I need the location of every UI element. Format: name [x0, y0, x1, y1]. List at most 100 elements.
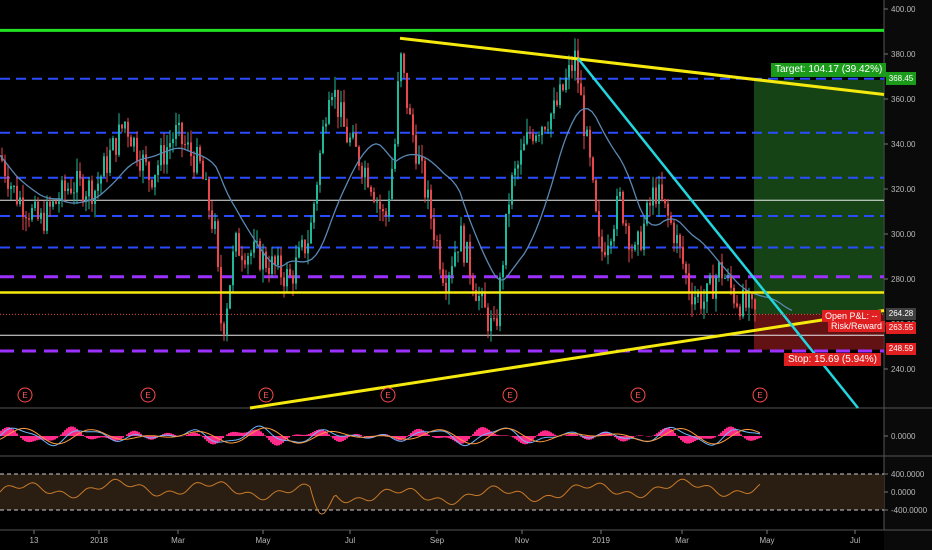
- histogram-bar: [442, 436, 444, 438]
- price-tick-label: 300.00: [891, 230, 916, 239]
- histogram-bar: [64, 430, 66, 436]
- candle-body: [343, 102, 345, 127]
- earnings-event-label: E: [385, 391, 390, 400]
- earnings-event-label: E: [145, 391, 150, 400]
- candle-body: [517, 164, 519, 169]
- histogram-bar: [272, 436, 274, 445]
- candle-body: [205, 179, 207, 181]
- histogram-bar: [610, 433, 612, 436]
- histogram-bar: [498, 435, 500, 436]
- histogram-bar: [294, 434, 296, 436]
- histogram-bar: [484, 427, 486, 436]
- candle-body: [745, 289, 747, 308]
- candle-body: [649, 202, 651, 206]
- candle-body: [238, 233, 240, 256]
- histogram-bar: [200, 435, 202, 436]
- lower-yellow-trendline: [249, 309, 885, 410]
- histogram-bar: [492, 432, 494, 436]
- candle-body: [589, 129, 591, 158]
- candle-body: [508, 204, 510, 214]
- time-tick-label: May: [759, 536, 774, 545]
- histogram-bar: [414, 429, 416, 436]
- histogram-bar: [358, 434, 360, 436]
- candle-body: [118, 124, 120, 155]
- earnings-event-icon: [258, 387, 274, 403]
- histogram-bar: [574, 433, 576, 436]
- histogram-bar: [132, 430, 134, 436]
- histogram-bar: [470, 436, 472, 437]
- candle-body: [217, 221, 219, 267]
- histogram-bar: [186, 434, 188, 436]
- histogram-bar: [402, 436, 404, 440]
- candle-body: [475, 289, 477, 301]
- histogram-bar: [274, 436, 276, 446]
- candle-body: [376, 201, 378, 203]
- candle-body: [151, 179, 153, 188]
- histogram-bar: [490, 431, 492, 436]
- candle-body: [37, 201, 39, 219]
- candle-body: [4, 160, 6, 177]
- candle-body: [223, 323, 225, 335]
- candle-body: [724, 277, 726, 279]
- candle-body: [595, 180, 597, 212]
- histogram-bar: [122, 436, 124, 438]
- candle-body: [499, 277, 501, 326]
- histogram-bar: [692, 436, 694, 443]
- price-tick-label: 340.00: [891, 140, 916, 149]
- histogram-bar: [760, 436, 762, 438]
- candle-body: [736, 303, 738, 307]
- candle-body: [568, 64, 570, 78]
- candle-body: [616, 196, 618, 230]
- candle-body: [322, 126, 324, 154]
- histogram-bar: [208, 436, 210, 443]
- candle-body: [256, 241, 258, 243]
- candle-body: [601, 236, 603, 252]
- histogram-bar: [88, 436, 90, 439]
- histogram-bar: [130, 431, 132, 436]
- candle-body: [211, 210, 213, 229]
- candle-body: [532, 133, 534, 142]
- candle-body: [169, 143, 171, 148]
- histogram-bar: [54, 436, 56, 440]
- main-pane: [0, 0, 884, 408]
- candle-body: [676, 234, 678, 244]
- histogram-bar: [440, 436, 442, 438]
- candle-body: [703, 301, 705, 309]
- candle-body: [553, 100, 555, 114]
- candle-body: [592, 157, 594, 181]
- histogram-bar: [448, 436, 450, 439]
- candle-body: [85, 196, 87, 202]
- histogram-bar: [620, 436, 622, 442]
- histogram-bar: [694, 436, 696, 442]
- candle-body: [463, 225, 465, 263]
- histogram-bar: [214, 436, 216, 445]
- candle-body: [541, 126, 543, 136]
- histogram-bar: [198, 434, 200, 436]
- candle-body: [241, 255, 243, 261]
- candle-body: [79, 171, 81, 179]
- earnings-event-icon: [17, 387, 33, 403]
- histogram-bar: [706, 436, 708, 439]
- histogram-bar: [312, 432, 314, 436]
- histogram-bar: [348, 436, 350, 437]
- histogram-bar: [550, 432, 552, 436]
- candle-body: [208, 179, 210, 211]
- candle-body: [298, 247, 300, 258]
- histogram-bar: [24, 436, 26, 442]
- candle-body: [718, 261, 720, 278]
- histogram-bar: [504, 435, 506, 436]
- candle-body: [7, 176, 9, 189]
- histogram-bar: [138, 432, 140, 436]
- histogram-bar: [238, 432, 240, 436]
- histogram-bar: [506, 435, 508, 436]
- histogram-bar: [84, 436, 86, 437]
- candle-body: [160, 145, 162, 166]
- histogram-bar: [346, 436, 348, 439]
- histogram-bar: [688, 436, 690, 444]
- histogram-bar: [268, 436, 270, 441]
- histogram-bar: [286, 436, 288, 440]
- candle-body: [562, 84, 564, 91]
- histogram-bar: [524, 436, 526, 445]
- histogram-bar: [726, 427, 728, 436]
